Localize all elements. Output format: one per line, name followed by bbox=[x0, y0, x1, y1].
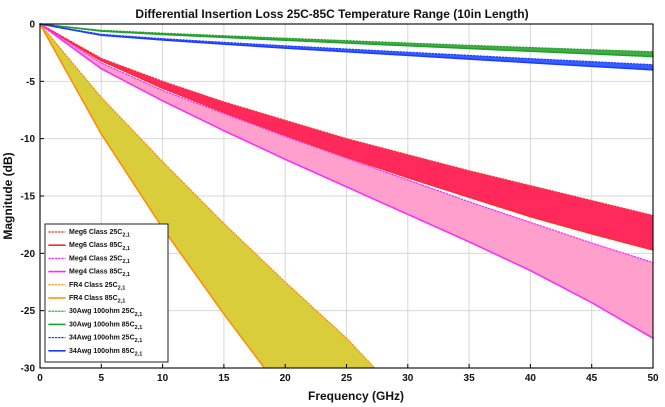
legend-label-7: 30Awg 100ohm 85C2,1 bbox=[69, 321, 142, 331]
x-tick-label-1: 5 bbox=[99, 373, 105, 384]
series-line-8 bbox=[39, 23, 654, 66]
series-line-6 bbox=[39, 23, 654, 53]
y-tick-label-1: -5 bbox=[26, 77, 35, 88]
legend-label-5: FR4 Class 85C2,1 bbox=[69, 295, 125, 305]
x-tick-label-4: 20 bbox=[280, 373, 292, 384]
x-tick-label-7: 35 bbox=[464, 373, 476, 384]
legend-layer: Meg6 Class 25C2,1 Meg6 Class 85C2,1 Meg4 C… bbox=[44, 223, 169, 363]
legend-box bbox=[44, 223, 169, 363]
legend-label-6: 30Awg 100ohm 25C2,1 bbox=[69, 308, 142, 318]
legend-label-9: 34Awg 100ohm 85C2,1 bbox=[69, 348, 142, 358]
y-tick-label-6: -30 bbox=[21, 364, 36, 375]
legend-label-8: 34Awg 100ohm 25C2,1 bbox=[69, 335, 142, 345]
legend-label-4: FR4 Class 25C2,1 bbox=[69, 282, 125, 292]
y-tick-label-4: -20 bbox=[21, 249, 36, 260]
chart-title: Differential Insertion Loss 25C-85C Temp… bbox=[135, 7, 528, 21]
legend-label-3: Meg4 Class 85C2,1 bbox=[69, 269, 130, 279]
series-line-2 bbox=[39, 23, 654, 264]
series-line-7 bbox=[39, 23, 654, 58]
legend-label-1: Meg6 Class 85C2,1 bbox=[69, 242, 130, 252]
x-tick-label-0: 0 bbox=[37, 373, 43, 384]
legend-label-0: Meg6 Class 25C2,1 bbox=[69, 229, 130, 239]
x-tick-label-9: 45 bbox=[586, 373, 598, 384]
series-line-0 bbox=[39, 23, 654, 217]
x-tick-label-2: 10 bbox=[157, 373, 169, 384]
band-3 bbox=[40, 24, 653, 57]
y-tick-label-3: -15 bbox=[21, 192, 36, 203]
axes-layer: 0 5 10 15 20 25 30 35 40 45 50 0 -5 -10 -15 -20 -25 -30 bbox=[21, 20, 659, 385]
x-tick-label-3: 15 bbox=[218, 373, 230, 384]
y-axis-label: Magnitude (dB) bbox=[1, 152, 15, 239]
x-axis-label: Frequency (GHz) bbox=[308, 389, 404, 403]
y-tick-label-5: -25 bbox=[21, 306, 36, 317]
x-tick-label-8: 40 bbox=[525, 373, 537, 384]
legend-label-2: Meg4 Class 25C2,1 bbox=[69, 255, 130, 265]
x-tick-label-5: 25 bbox=[341, 373, 353, 384]
band-4 bbox=[40, 24, 653, 70]
y-tick-label-2: -10 bbox=[21, 134, 36, 145]
band-0 bbox=[40, 24, 653, 250]
series-line-4 bbox=[39, 23, 376, 369]
y-tick-label-0: 0 bbox=[29, 20, 35, 31]
x-tick-label-10: 50 bbox=[647, 373, 659, 384]
series-line-9 bbox=[39, 23, 654, 71]
series-line-1 bbox=[39, 23, 654, 251]
series-line-layer bbox=[39, 23, 654, 369]
x-tick-label-6: 30 bbox=[402, 373, 414, 384]
series-line-3 bbox=[39, 23, 654, 339]
